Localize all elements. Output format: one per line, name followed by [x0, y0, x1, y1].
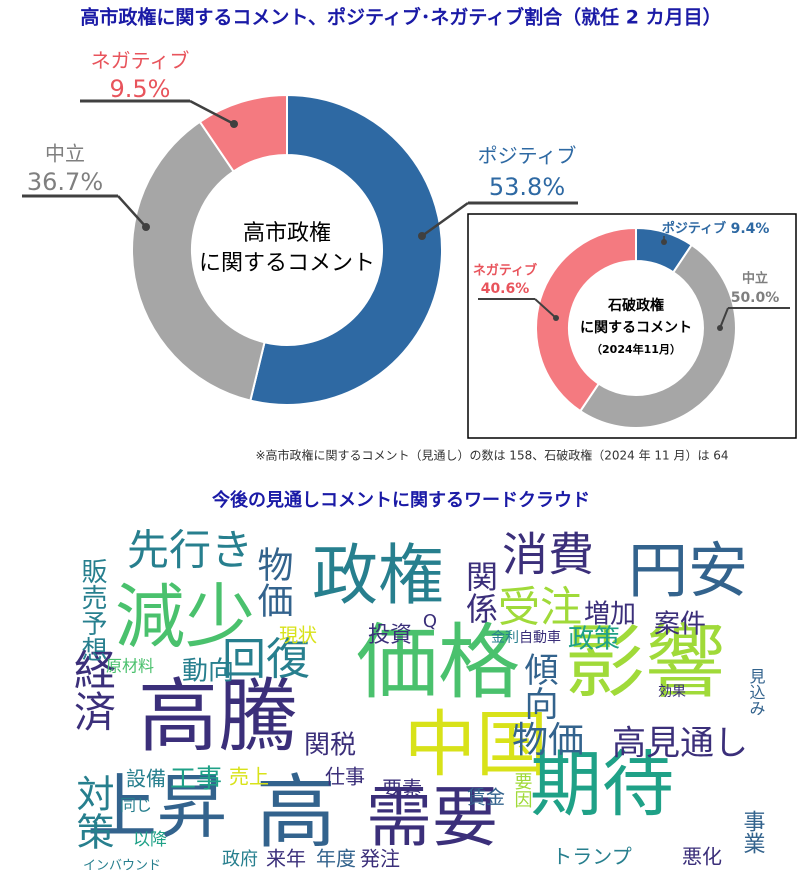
donut-slice: [578, 243, 737, 429]
inset-box: [467, 213, 797, 439]
word: 売上: [229, 765, 269, 789]
leader-line: [189, 99, 235, 126]
word: インバウンド: [83, 859, 161, 874]
word: 先行き: [127, 526, 253, 575]
word: 価格: [356, 615, 520, 710]
donut-slice: [131, 120, 266, 402]
word: 仕事: [325, 765, 365, 789]
word: 高騰: [138, 670, 298, 763]
category-label: ポジティブ: [662, 221, 726, 237]
word: 工事: [170, 765, 222, 795]
word: 賃金: [467, 787, 505, 809]
leader-dot: [553, 315, 559, 321]
leader-line: [421, 201, 469, 238]
leader-line: [534, 298, 557, 319]
word: 経済: [68, 648, 117, 732]
word: 高: [256, 766, 336, 859]
word: 見込み: [747, 668, 766, 716]
word: 受注: [498, 583, 582, 632]
word: 関係: [461, 560, 499, 624]
word: 効果: [658, 684, 686, 700]
word: 円安: [628, 537, 748, 607]
leader-line: [719, 307, 729, 329]
value-label: 9.4%: [731, 221, 770, 237]
category-label: ネガティブ: [473, 263, 537, 279]
word: 年度: [316, 847, 356, 871]
category-label: ポジティブ: [478, 144, 577, 168]
word: 上昇: [87, 766, 227, 848]
donut-slice: [249, 93, 443, 406]
category-label: 中立: [45, 142, 85, 166]
word: 投資: [368, 623, 412, 648]
word: 政権: [312, 537, 444, 614]
word: 需要: [366, 779, 498, 856]
word: 物価: [252, 546, 294, 618]
leader-dot: [717, 325, 723, 331]
center-label: に関するコメント: [580, 320, 692, 336]
word: 案件: [654, 610, 706, 640]
word: 関税: [304, 731, 356, 761]
word: 自動車: [519, 629, 561, 646]
value-label: 36.7%: [27, 168, 103, 196]
title: 高市政権に関するコメント、ポジティブ･ネガティブ割合（就任 2 カ月目）: [80, 6, 721, 29]
word: 増加: [584, 600, 636, 630]
word: 事業: [740, 810, 766, 854]
value-label: 50.0%: [731, 290, 780, 306]
value-label: 53.8%: [489, 173, 565, 201]
center-label: に関するコメント: [199, 251, 375, 276]
word: トランプ: [552, 845, 631, 869]
word: 中国: [404, 703, 548, 787]
word: 回復: [222, 634, 310, 685]
center-label: 高市政権: [243, 221, 331, 246]
word-cloud-area: [62, 520, 772, 877]
note: ※高市政権に関するコメント（見通し）の数は 158、石破政権（2024 年 11…: [255, 448, 728, 463]
value-label: 9.5%: [110, 75, 171, 103]
word: 傾向: [518, 652, 558, 720]
word: 原材料: [106, 657, 154, 676]
center-label: （2024年11月）: [591, 342, 681, 356]
word: 要因: [512, 772, 533, 808]
word: 現状: [279, 625, 317, 647]
center-label: 石破政権: [607, 297, 664, 314]
leader-dot: [142, 223, 150, 231]
word: 要素: [382, 777, 422, 801]
leader-dot: [418, 232, 426, 240]
leader-line: [117, 195, 147, 228]
value-label: 40.6%: [481, 281, 530, 297]
word: 金利: [491, 630, 519, 646]
word: 物価: [512, 720, 584, 761]
word: 政策: [568, 625, 620, 655]
word: 高見通し: [612, 724, 748, 764]
word: 政府: [222, 849, 258, 870]
word: 消費: [502, 528, 594, 582]
word: 対策: [70, 774, 114, 850]
word-cloud-title: 今後の見通しコメントに関するワードクラウド: [212, 489, 590, 511]
word: 設備: [126, 767, 166, 791]
word: Q: [423, 611, 437, 632]
word: 同じ: [120, 796, 152, 815]
leader-dot: [230, 120, 238, 128]
word: 減少: [115, 576, 255, 658]
word: 悪化: [682, 845, 722, 869]
donut-slice: [535, 226, 637, 413]
word: 以降: [133, 830, 167, 850]
word: 動向: [182, 657, 234, 687]
word: 販売予想: [77, 558, 107, 662]
word: 来年: [266, 847, 306, 871]
category-label: ネガティブ: [91, 49, 190, 73]
category-label: 中立: [742, 271, 768, 287]
leader-dot: [661, 239, 667, 245]
word: 影響: [565, 616, 725, 709]
donut-slice: [198, 93, 288, 173]
word: 期待: [530, 743, 674, 827]
word: 発注: [360, 847, 400, 871]
